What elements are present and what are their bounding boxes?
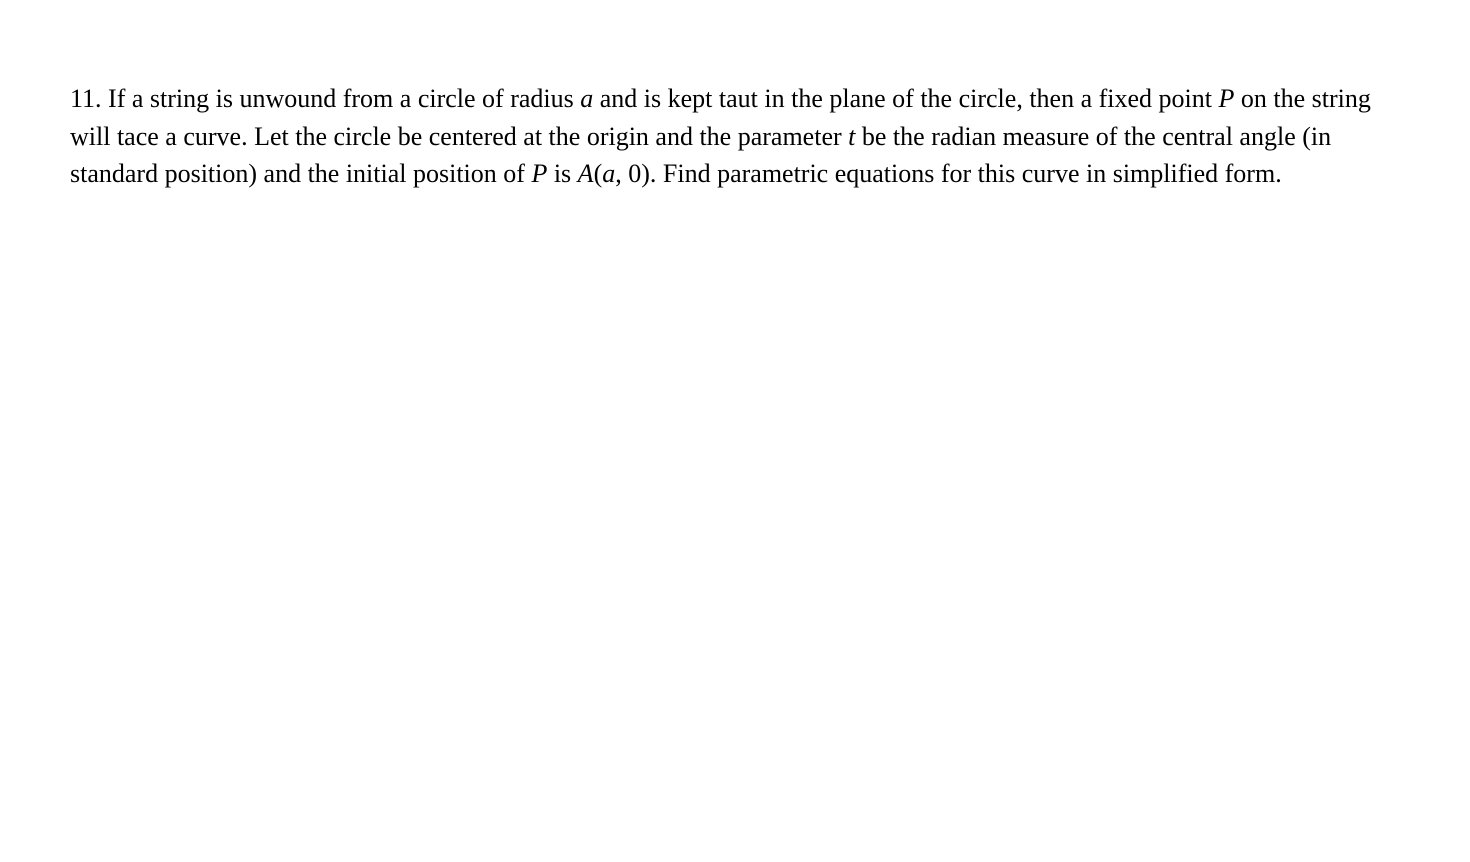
text-part-7: , 0). Find parametric equations for this… (615, 159, 1281, 188)
problem-number: 11. (70, 84, 102, 113)
variable-a: a (580, 84, 593, 113)
variable-a2: a (602, 159, 615, 188)
text-part-1: If a string is unwound from a circle of … (108, 84, 580, 113)
problem-text: 11. If a string is unwound from a circle… (70, 80, 1400, 193)
variable-A: A (578, 159, 594, 188)
text-part-5: is (547, 159, 577, 188)
variable-P2: P (531, 159, 547, 188)
variable-P: P (1219, 84, 1235, 113)
text-part-2: and is kept taut in the plane of the cir… (593, 84, 1218, 113)
text-part-6: ( (594, 159, 603, 188)
